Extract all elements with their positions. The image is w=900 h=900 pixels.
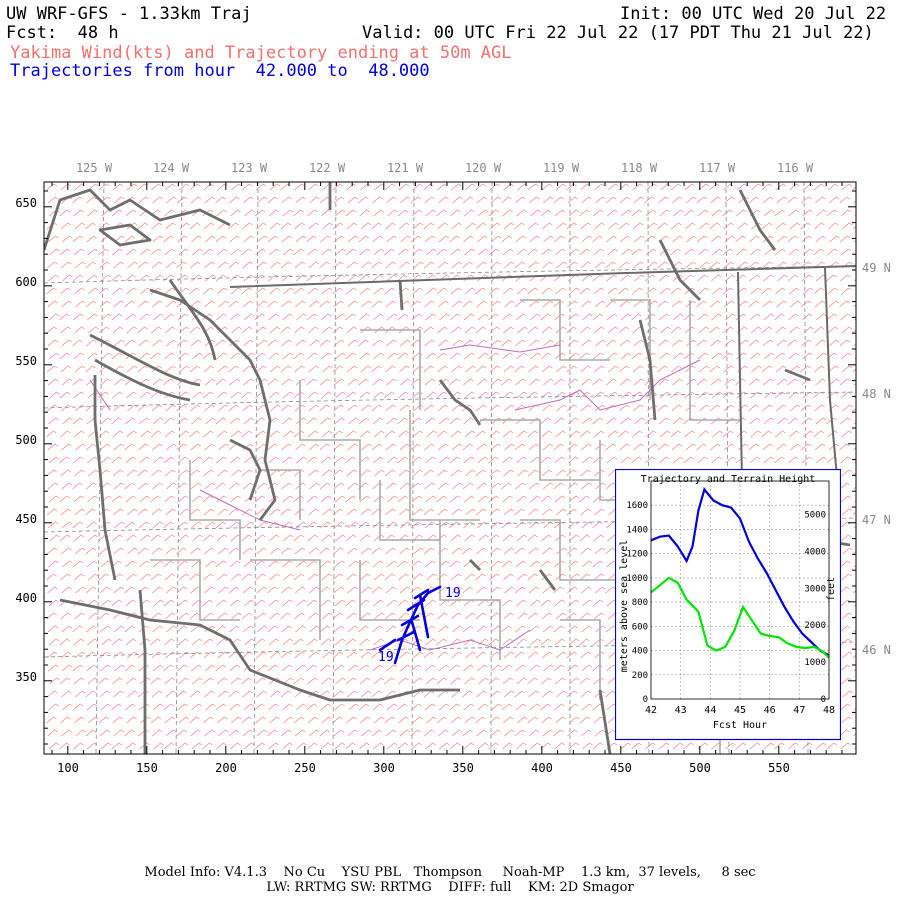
x-tick-label: 200 (215, 761, 237, 775)
longitude-label: 120 W (465, 161, 502, 175)
inset-ylabel-left: meters above sea level (619, 540, 630, 672)
inset-right-tick: 5000 (804, 510, 826, 520)
inset-plot-frame (650, 480, 830, 700)
valid-time: Valid: 00 UTC Fri 22 Jul 22 (17 PDT Thu … (362, 23, 874, 43)
x-tick-label: 550 (768, 761, 790, 775)
inset-left-tick: 1400 (626, 525, 648, 535)
inset-right-tick: 0 (821, 695, 826, 705)
trajectory-start-label: 19 (378, 650, 394, 665)
trajectory-label: Trajectories from hour 42.000 to 48.000 (10, 61, 430, 81)
y-tick-labels: 650 600 550 500 450 400 350 (15, 196, 37, 684)
y-tick-label: 600 (15, 275, 37, 289)
inset-x-tick: 44 (704, 705, 716, 716)
longitude-labels: 125 W 124 W 123 W 122 W 121 W 120 W 119 W 118 W… (76, 161, 814, 175)
inset-x-tick: 45 (734, 705, 746, 716)
inset-tick-labels: 42 43 44 45 46 47 4802004006008001000120014001… (626, 501, 835, 716)
inset-x-tick: 48 (823, 705, 835, 716)
x-tick-labels: 100 150 200 250 300 350 400 450 500 550 (57, 761, 790, 775)
latitude-label: 47 N (862, 513, 891, 527)
longitude-label: 125 W (76, 161, 113, 175)
longitude-label: 123 W (231, 161, 268, 175)
wind-label: Yakima Wind(kts) and Trajectory ending a… (10, 43, 512, 63)
inset-series (650, 487, 830, 659)
y-tick-label: 350 (15, 670, 37, 684)
longitude-label: 116 W (777, 161, 814, 175)
longitude-label: 119 W (543, 161, 580, 175)
inset-left-tick: 800 (632, 598, 648, 608)
map-frame (43, 181, 857, 755)
x-tick-label: 250 (294, 761, 316, 775)
inset-right-tick: 2000 (804, 621, 826, 631)
longitude-label: 122 W (309, 161, 346, 175)
y-tick-label: 500 (15, 433, 37, 447)
inset-left-tick: 1000 (626, 574, 648, 584)
model-info-line2: LW: RRTMG SW: RRTMG DIFF: full KM: 2D Sm… (266, 880, 634, 895)
model-info-line1: Model Info: V4.1.3 No Cu YSU PBL Thompso… (144, 865, 756, 880)
latitude-label: 46 N (862, 643, 891, 657)
inset-right-tick: 1000 (804, 658, 826, 668)
lat-lon-grid (44, 182, 856, 754)
inset-left-tick: 200 (632, 671, 648, 681)
inset-x-tick: 43 (675, 705, 687, 716)
y-tick-label: 650 (15, 196, 37, 210)
latitude-label: 48 N (862, 387, 891, 401)
init-time: Init: 00 UTC Wed 20 Jul 22 (620, 4, 887, 24)
inset-xlabel: Fcst Hour (713, 720, 767, 731)
inset-x-tick: 42 (645, 705, 657, 716)
longitude-label: 124 W (153, 161, 190, 175)
frame-ticks (44, 182, 856, 754)
inset-x-tick: 47 (793, 705, 805, 716)
latitude-labels: 49 N 48 N 47 N 46 N (862, 261, 891, 657)
y-tick-label: 400 (15, 591, 37, 605)
inset-left-tick: 400 (632, 647, 648, 657)
water-features (89, 344, 701, 651)
x-tick-label: 500 (689, 761, 711, 775)
county-lines (150, 299, 761, 754)
longitude-label: 121 W (387, 161, 424, 175)
inset-left-tick: 600 (632, 622, 648, 632)
inset-ylabel-right: feet (826, 577, 837, 601)
inset-right-tick: 3000 (804, 584, 826, 594)
inset-left-tick: 0 (643, 695, 648, 705)
x-tick-label: 400 (531, 761, 553, 775)
coastlines (44, 182, 851, 754)
x-tick-label: 350 (452, 761, 474, 775)
inset-left-tick: 1600 (626, 501, 648, 511)
longitude-label: 118 W (621, 161, 658, 175)
terrain-height-line (650, 576, 830, 659)
inset-left-tick: 1200 (626, 550, 648, 560)
trajectory-terrain-inset: Trajectory and Terrain Height meters abo… (615, 469, 841, 741)
x-tick-label: 300 (373, 761, 395, 775)
trajectory-end-label: 19 (445, 586, 461, 601)
trajectory-height-line (650, 487, 830, 657)
inset-right-tick: 4000 (804, 547, 826, 557)
x-tick-label: 100 (57, 761, 79, 775)
inset-x-tick: 46 (764, 705, 776, 716)
trajectory (378, 585, 442, 665)
title: UW WRF-GFS - 1.33km Traj (6, 4, 252, 24)
y-tick-label: 550 (15, 354, 37, 368)
longitude-label: 117 W (699, 161, 736, 175)
inset-title: Trajectory and Terrain Height (641, 474, 816, 485)
x-tick-label: 450 (610, 761, 632, 775)
forecast-hour: Fcst: 48 h (6, 23, 119, 43)
y-tick-label: 450 (15, 512, 37, 526)
latitude-label: 49 N (862, 261, 891, 275)
x-tick-label: 150 (136, 761, 158, 775)
